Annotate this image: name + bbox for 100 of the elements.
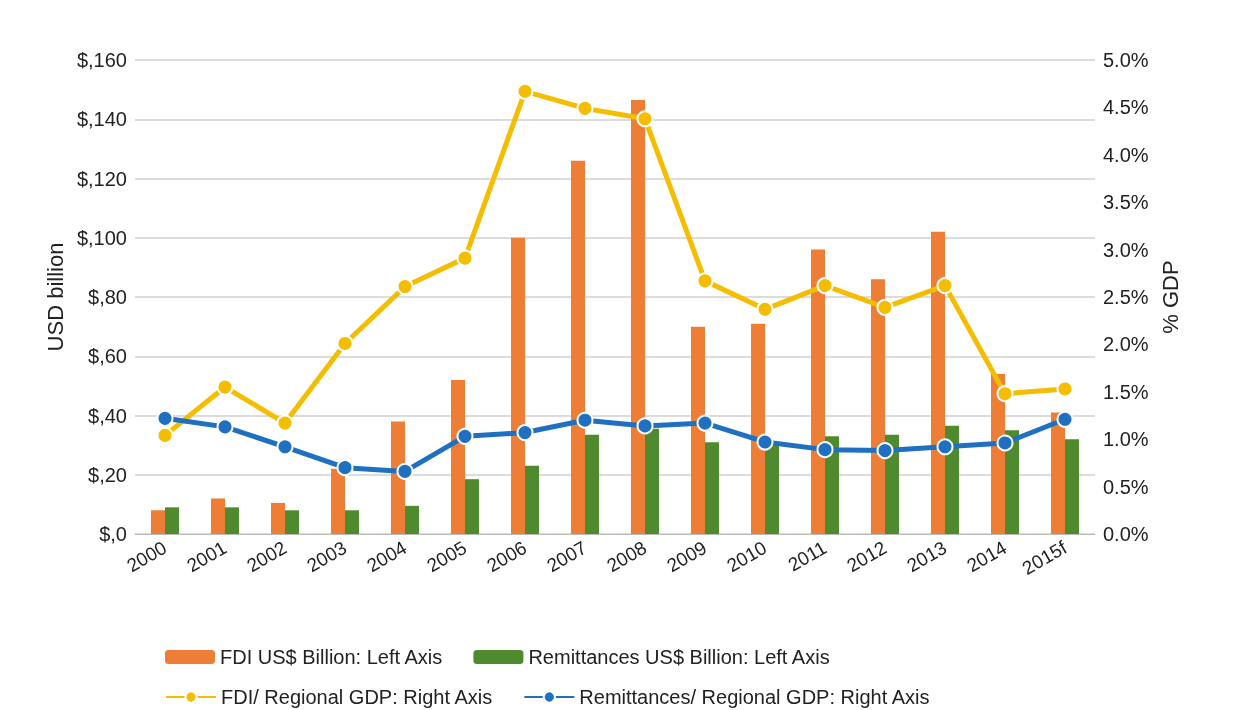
y-axis-title: USD billion [42, 242, 68, 352]
x-tick-label: 2001 [183, 536, 231, 577]
point [696, 414, 714, 432]
point [396, 278, 414, 296]
point [456, 427, 474, 445]
y2-axis-title: % GDP [1157, 260, 1183, 334]
point [876, 442, 894, 460]
x-tick-label: 2002 [243, 536, 291, 577]
point [456, 249, 474, 267]
y-tick-label: $,20 [88, 463, 127, 486]
point [636, 417, 654, 435]
bar [585, 434, 599, 534]
y2-tick-label: 1.0% [1103, 428, 1149, 451]
legend-label: FDI US$ Billion: Left Axis [220, 646, 443, 668]
y-tick-label: $,120 [76, 167, 127, 190]
point [336, 459, 354, 477]
point [756, 300, 774, 318]
bar [1065, 439, 1079, 534]
point [876, 298, 894, 316]
point [1056, 410, 1074, 428]
y2-tick-label: 3.0% [1103, 238, 1149, 261]
point [156, 409, 174, 427]
y2-tick-label: 0.5% [1103, 475, 1149, 498]
bar [391, 421, 405, 534]
y-tick-label: $,40 [88, 404, 127, 427]
bar [871, 279, 885, 534]
point [696, 272, 714, 290]
point [936, 277, 954, 295]
point [576, 99, 594, 117]
x-tick-label: 2003 [303, 536, 351, 577]
x-tick-label: 2005 [423, 536, 471, 577]
point [996, 385, 1014, 403]
bar [691, 326, 705, 534]
y-tick-label: $,160 [76, 49, 127, 71]
bar [331, 468, 345, 534]
bar [345, 510, 359, 534]
y2-tick-label: 4.5% [1103, 96, 1149, 119]
bar [511, 237, 525, 534]
bar [571, 160, 585, 534]
bar [451, 379, 465, 534]
legend-label: FDI/ Regional GDP: Right Axis [221, 686, 493, 708]
point [276, 438, 294, 456]
bar [765, 445, 779, 534]
legend-label: Remittances US$ Billion: Left Axis [528, 646, 830, 668]
y2-tick-label: 0.0% [1103, 523, 1149, 545]
bar [645, 428, 659, 534]
point [276, 414, 294, 432]
point [216, 378, 234, 396]
x-tick-label: 2011 [784, 536, 831, 576]
bar [285, 510, 299, 534]
point [936, 438, 954, 456]
bar [165, 507, 179, 534]
x-tick-label: 2009 [663, 536, 711, 577]
x-tick-label: 2013 [903, 536, 951, 577]
y2-tick-label: 3.5% [1103, 191, 1149, 214]
y2-tick-label: 2.0% [1103, 333, 1149, 356]
y-tick-label: $,100 [76, 226, 127, 249]
y-tick-label: $,60 [88, 345, 127, 368]
bar [271, 502, 285, 534]
bar [525, 465, 539, 534]
point [636, 110, 654, 128]
point [216, 418, 234, 436]
bar [931, 231, 945, 534]
bar [151, 510, 165, 534]
point [1056, 380, 1074, 398]
bar [705, 442, 719, 534]
x-tick-label: 2006 [483, 536, 531, 577]
bar [465, 479, 479, 534]
bar [811, 249, 825, 534]
x-tick-label: 2010 [723, 536, 771, 577]
y-tick-label: $,140 [76, 108, 127, 131]
bar [225, 507, 239, 534]
point [996, 434, 1014, 452]
point [816, 277, 834, 295]
x-tick-label: 2004 [363, 536, 411, 577]
point [396, 462, 414, 480]
y2-tick-label: 5.0% [1103, 49, 1149, 71]
legend-label: Remittances/ Regional GDP: Right Axis [579, 686, 930, 708]
point [816, 441, 834, 459]
bar [405, 505, 419, 534]
point [156, 426, 174, 444]
y2-tick-label: 2.5% [1103, 286, 1149, 308]
x-tick-label: 2014 [963, 536, 1011, 577]
point [336, 334, 354, 352]
y2-tick-label: 4.0% [1103, 143, 1149, 166]
x-tick-label: 2012 [843, 536, 891, 577]
bar [631, 99, 645, 534]
y-tick-label: $,80 [88, 286, 127, 308]
bar [211, 498, 225, 534]
y2-tick-label: 1.5% [1103, 380, 1149, 403]
point [756, 433, 774, 451]
point [576, 411, 594, 429]
bar [1005, 430, 1019, 534]
y-tick-label: $,0 [99, 523, 127, 545]
bar [1051, 412, 1065, 534]
x-tick-label: 2007 [543, 536, 591, 577]
x-tick-label: 2008 [603, 536, 651, 577]
bar [751, 323, 765, 534]
point [516, 82, 534, 100]
bar [945, 425, 959, 534]
